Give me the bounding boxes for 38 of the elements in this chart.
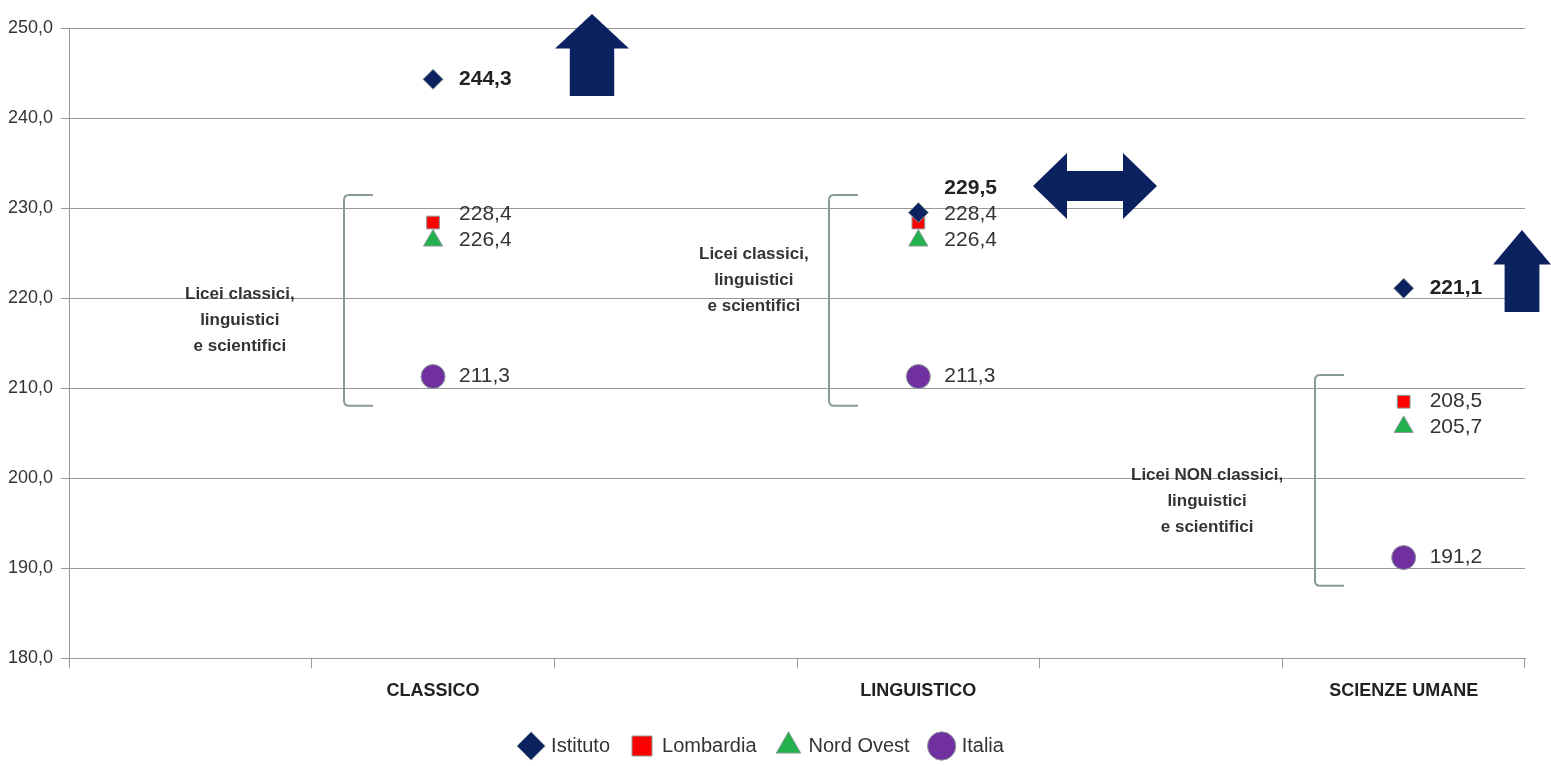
data-label: 244,3: [459, 66, 512, 90]
data-label: 226,4: [944, 227, 998, 251]
data-label: 211,3: [944, 363, 996, 387]
point: [426, 215, 440, 230]
legend-label: Nord Ovest: [808, 733, 911, 756]
point: [422, 68, 444, 90]
data-label: 226,4: [459, 227, 512, 251]
data-label: 208,5: [1429, 387, 1483, 411]
annotation: Licei classici, linguistici e scientifici: [185, 283, 295, 358]
y-tick-label: 250,0: [8, 16, 54, 37]
y-tick-label: 230,0: [8, 197, 54, 218]
y-tick-label: 210,0: [8, 377, 54, 398]
data-label: 211,3: [459, 363, 511, 387]
point: [907, 202, 929, 224]
point: [1391, 545, 1417, 571]
point: [1393, 277, 1415, 299]
data-label: 229,5: [944, 175, 998, 199]
data-label: 205,7: [1429, 413, 1483, 437]
data-label: 228,4: [459, 201, 512, 225]
legend-label: Lombardia: [662, 733, 758, 756]
point: [420, 364, 446, 390]
point: [1396, 394, 1411, 409]
x-tick-label: CLASSICO: [386, 680, 480, 701]
data-label: 191,2: [1429, 544, 1483, 568]
y-tick-label: 240,0: [8, 107, 54, 128]
y-tick-label: 180,0: [8, 647, 54, 668]
x-tick-label: SCIENZE UMANE: [1329, 680, 1479, 701]
point: [905, 364, 931, 390]
y-tick-label: 200,0: [8, 467, 54, 488]
data-label: 228,4: [944, 201, 998, 225]
legend-label: Istituto: [551, 733, 611, 756]
annotation: Licei NON classici, linguistici e scientifici: [1131, 463, 1284, 538]
y-tick-label: 220,0: [8, 287, 54, 308]
x-tick-label: LINGUISTICO: [860, 680, 977, 701]
legend-label: Italia: [961, 733, 1005, 756]
y-tick-label: 190,0: [8, 557, 54, 578]
annotation: Licei classici, linguistici e scientifici: [699, 243, 809, 318]
data-label: 221,1: [1429, 275, 1483, 299]
